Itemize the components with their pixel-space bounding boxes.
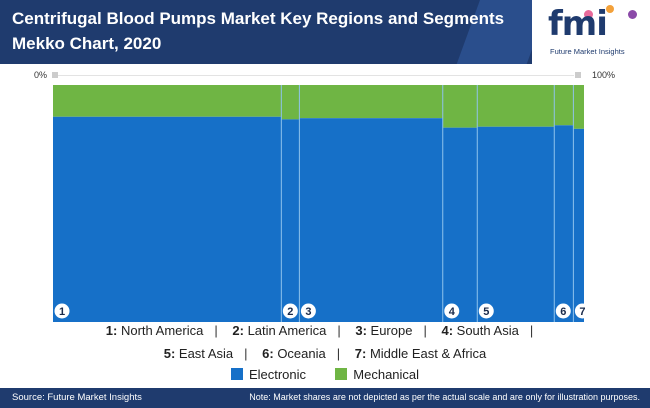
region-badge-circle [282,303,298,319]
region-badge-4: 4 [444,303,460,319]
electronic-segment-3 [299,118,443,323]
region-legend-item: 2: Latin America [232,323,327,338]
logo-dot-purple [628,10,637,19]
legend-separator: | [244,346,248,361]
region-legend-row-1: 1: North America | 2: Latin America | 3: E… [0,323,650,338]
logo-wordmark: fmi [548,4,608,44]
region-badge-3: 3 [300,303,316,319]
scale-label-left: 0% [34,70,48,80]
title-line-1: Centrifugal Blood Pumps Market Key Regio… [12,9,505,28]
legend-separator: | [337,323,341,338]
footer-bar: Source: Future Market Insights Note: Mar… [0,388,650,408]
region-legend-row-2: 5: East Asia | 6: Oceania | 7: Middle East… [0,346,650,361]
scale-tick-right [575,72,581,78]
region-badge-circle [300,303,316,319]
series-legend: Electronic Mechanical [0,367,650,382]
electronic-segment-7 [573,128,584,322]
region-legend-item: 5: East Asia [163,346,234,361]
region-badge-label: 7 [579,306,585,318]
mechanical-segment-3 [299,85,443,119]
scale-tick-left [52,72,58,78]
region-badge-circle [444,303,460,319]
region-badge-1: 1 [54,303,70,319]
legend-electronic: Electronic [248,367,307,382]
header-bar: Centrifugal Blood Pumps Market Key Regio… [0,0,650,64]
electronic-segment-4 [442,127,478,322]
region-badge-5: 5 [478,303,494,319]
electronic-segment-5 [477,126,555,322]
title-line-2: Mekko Chart, 2020 [12,34,162,53]
electronic-segment-2 [281,119,300,323]
logo-dot-pink [584,10,593,19]
source-text: Source: Future Market Insights [12,392,142,403]
chart-title: Centrifugal Blood Pumps Market Key Regio… [12,6,532,56]
region-badge-label: 3 [305,306,311,318]
region-badge-circle [574,303,590,319]
region-badge-label: 4 [449,306,456,318]
legend-mechanical: Mechanical [353,367,420,382]
region-badge-label: 2 [287,306,293,318]
note-text: Note: Market shares are not depicted as … [249,392,640,402]
region-legend-item: 6: Oceania [262,346,326,361]
region-legend-item: 4: South Asia [441,323,519,338]
mechanical-swatch [335,368,348,380]
region-badge-6: 6 [555,303,571,319]
electronic-swatch [230,368,243,380]
mechanical-segment-6 [554,85,574,126]
electronic-segment-1 [53,116,282,323]
legend-separator: | [423,323,427,338]
region-badge-label: 6 [560,306,566,318]
region-badge-7: 7 [574,303,590,319]
mechanical-segment-4 [442,85,478,128]
legend-separator: | [529,323,534,338]
legend-separator: | [214,323,218,338]
region-badge-2: 2 [282,303,298,319]
logo-subtitle: Future Market Insights [550,47,625,56]
legend-separator: | [336,346,341,361]
mechanical-segment-2 [281,85,300,120]
region-legend-item: 7: Middle East & Africa [354,346,487,361]
region-badge-circle [555,303,571,319]
region-badge-label: 1 [59,306,65,318]
region-badge-label: 5 [483,306,489,318]
mechanical-segment-7 [573,85,584,129]
mechanical-segment-1 [53,85,282,117]
region-legend-item: 3: Europe [355,323,413,338]
logo-dot-orange [606,5,614,13]
region-legend-item: 1: North America [105,323,204,338]
mechanical-segment-5 [477,85,555,127]
percent-scale-line [58,75,574,76]
fmi-logo: fmi Future Market Insights [548,2,648,62]
region-badge-circle [54,303,70,319]
region-badge-circle [478,303,494,319]
electronic-segment-6 [554,125,574,322]
scale-label-right: 100% [592,70,616,80]
